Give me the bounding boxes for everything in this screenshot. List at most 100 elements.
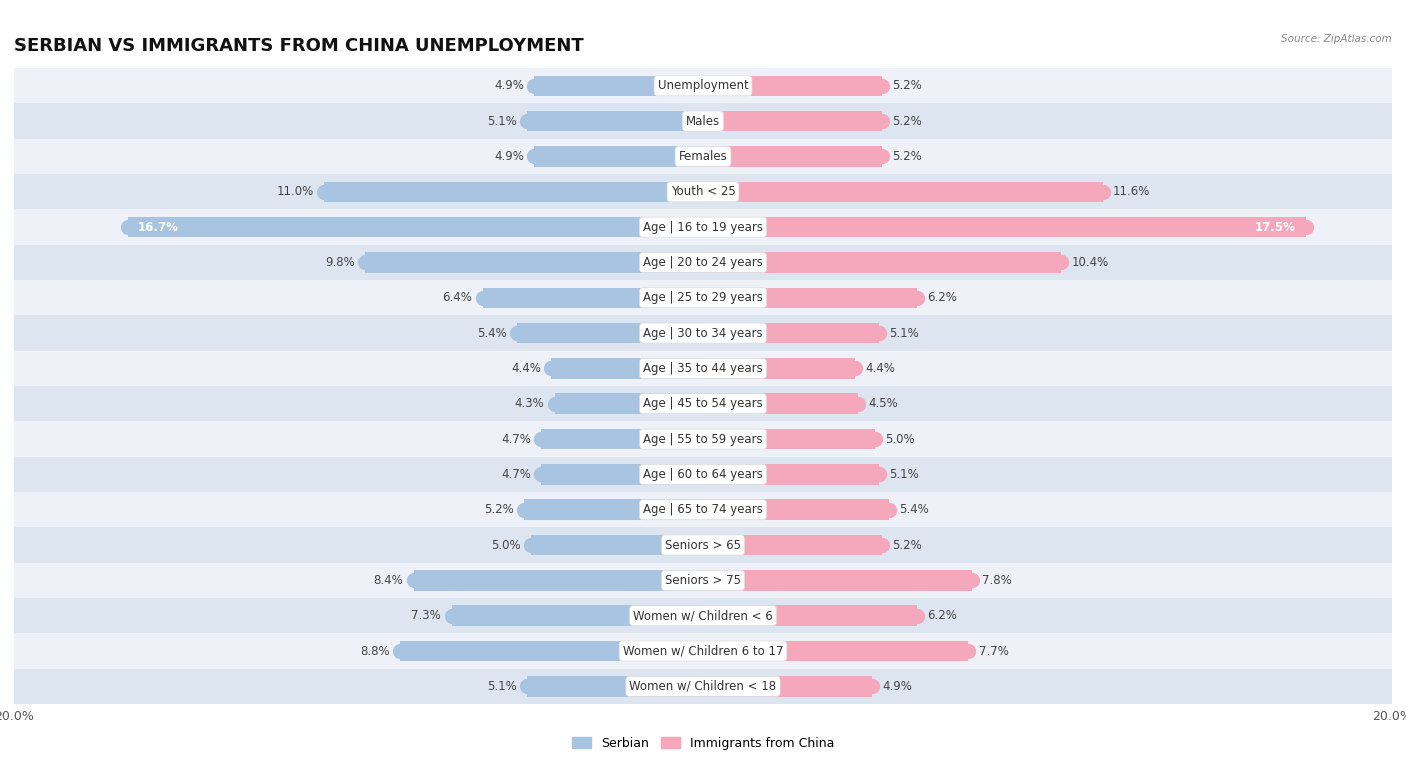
Bar [14, 598, 1392, 634]
Bar [14, 456, 1392, 492]
Text: Age | 16 to 19 years: Age | 16 to 19 years [643, 220, 763, 234]
Text: Seniors > 75: Seniors > 75 [665, 574, 741, 587]
Text: 5.2%: 5.2% [893, 538, 922, 552]
Legend: Serbian, Immigrants from China: Serbian, Immigrants from China [567, 732, 839, 755]
Bar [555, 394, 703, 414]
Bar [14, 386, 1392, 422]
Text: 4.5%: 4.5% [869, 397, 898, 410]
Text: Age | 45 to 54 years: Age | 45 to 54 years [643, 397, 763, 410]
Text: 5.1%: 5.1% [488, 114, 517, 128]
Bar [517, 322, 703, 344]
Text: Age | 25 to 29 years: Age | 25 to 29 years [643, 291, 763, 304]
Bar [703, 217, 1306, 238]
Bar [551, 358, 703, 378]
Text: Age | 20 to 24 years: Age | 20 to 24 years [643, 256, 763, 269]
Text: 9.8%: 9.8% [325, 256, 356, 269]
Text: 17.5%: 17.5% [1254, 220, 1295, 234]
Text: Females: Females [679, 150, 727, 163]
Bar [541, 428, 703, 450]
Bar [531, 534, 703, 556]
Text: 5.2%: 5.2% [484, 503, 513, 516]
Text: Women w/ Children < 18: Women w/ Children < 18 [630, 680, 776, 693]
Text: Age | 55 to 59 years: Age | 55 to 59 years [643, 432, 763, 446]
Bar [482, 288, 703, 308]
Text: 7.3%: 7.3% [412, 609, 441, 622]
Text: 6.2%: 6.2% [927, 609, 956, 622]
Text: 8.8%: 8.8% [360, 644, 389, 658]
Bar [128, 217, 703, 238]
Bar [541, 464, 703, 484]
Bar [703, 76, 882, 96]
Text: 16.7%: 16.7% [138, 220, 179, 234]
Text: 4.3%: 4.3% [515, 397, 544, 410]
Bar [14, 280, 1392, 316]
Text: 4.4%: 4.4% [512, 362, 541, 375]
Text: Unemployment: Unemployment [658, 79, 748, 92]
Bar [534, 76, 703, 96]
Bar [14, 210, 1392, 245]
Bar [14, 104, 1392, 139]
Bar [366, 252, 703, 273]
Text: 11.0%: 11.0% [277, 185, 314, 198]
Text: 4.7%: 4.7% [501, 468, 531, 481]
Bar [14, 492, 1392, 528]
Text: 5.1%: 5.1% [488, 680, 517, 693]
Text: Age | 60 to 64 years: Age | 60 to 64 years [643, 468, 763, 481]
Bar [703, 322, 879, 344]
Bar [14, 68, 1392, 104]
Text: 6.4%: 6.4% [443, 291, 472, 304]
Bar [14, 562, 1392, 598]
Text: 5.4%: 5.4% [477, 326, 506, 340]
Bar [14, 139, 1392, 174]
Bar [703, 252, 1062, 273]
Text: SERBIAN VS IMMIGRANTS FROM CHINA UNEMPLOYMENT: SERBIAN VS IMMIGRANTS FROM CHINA UNEMPLO… [14, 37, 583, 55]
Bar [703, 288, 917, 308]
Bar [14, 528, 1392, 562]
Bar [703, 676, 872, 696]
Bar [14, 422, 1392, 456]
Bar [703, 570, 972, 590]
Bar [413, 570, 703, 590]
Text: 11.6%: 11.6% [1114, 185, 1150, 198]
Text: 4.4%: 4.4% [865, 362, 894, 375]
Bar [703, 534, 882, 556]
Text: Males: Males [686, 114, 720, 128]
Bar [703, 182, 1102, 202]
Bar [527, 676, 703, 696]
Text: 5.2%: 5.2% [893, 150, 922, 163]
Text: 5.0%: 5.0% [886, 432, 915, 446]
Text: 8.4%: 8.4% [374, 574, 404, 587]
Text: Women w/ Children < 6: Women w/ Children < 6 [633, 609, 773, 622]
Bar [14, 350, 1392, 386]
Text: Youth < 25: Youth < 25 [671, 185, 735, 198]
Bar [703, 640, 969, 662]
Text: Seniors > 65: Seniors > 65 [665, 538, 741, 552]
Bar [703, 111, 882, 132]
Text: 6.2%: 6.2% [927, 291, 956, 304]
Text: Age | 30 to 34 years: Age | 30 to 34 years [643, 326, 763, 340]
Text: 4.9%: 4.9% [494, 79, 524, 92]
Text: 4.9%: 4.9% [882, 680, 912, 693]
Bar [527, 111, 703, 132]
Bar [534, 146, 703, 167]
Bar [323, 182, 703, 202]
Bar [14, 668, 1392, 704]
Text: Age | 65 to 74 years: Age | 65 to 74 years [643, 503, 763, 516]
Text: 5.2%: 5.2% [893, 114, 922, 128]
Bar [703, 464, 879, 484]
Bar [703, 428, 875, 450]
Bar [703, 500, 889, 520]
Text: 5.1%: 5.1% [889, 468, 918, 481]
Bar [524, 500, 703, 520]
Bar [14, 316, 1392, 350]
Text: 5.0%: 5.0% [491, 538, 520, 552]
Bar [14, 634, 1392, 668]
Text: 10.4%: 10.4% [1071, 256, 1109, 269]
Text: 5.4%: 5.4% [900, 503, 929, 516]
Bar [703, 394, 858, 414]
Text: 7.7%: 7.7% [979, 644, 1008, 658]
Bar [451, 606, 703, 626]
Text: 5.2%: 5.2% [893, 79, 922, 92]
Text: Women w/ Children 6 to 17: Women w/ Children 6 to 17 [623, 644, 783, 658]
Text: Source: ZipAtlas.com: Source: ZipAtlas.com [1281, 34, 1392, 44]
